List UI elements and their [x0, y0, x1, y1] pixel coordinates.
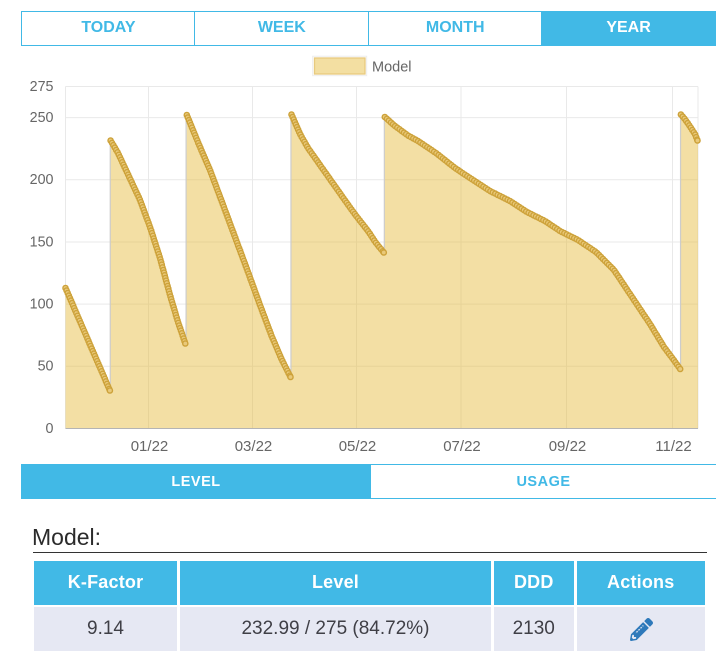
- svg-text:275: 275: [30, 79, 54, 95]
- svg-text:09/22: 09/22: [549, 438, 587, 455]
- svg-text:150: 150: [30, 234, 54, 250]
- svg-text:100: 100: [30, 297, 54, 313]
- svg-text:Model: Model: [372, 59, 412, 75]
- svg-text:05/22: 05/22: [339, 438, 377, 455]
- svg-text:03/22: 03/22: [235, 438, 273, 455]
- svg-text:250: 250: [30, 110, 54, 126]
- svg-text:200: 200: [30, 172, 54, 188]
- svg-text:07/22: 07/22: [443, 438, 481, 455]
- svg-text:50: 50: [38, 359, 54, 375]
- svg-text:01/22: 01/22: [131, 438, 169, 455]
- svg-text:0: 0: [46, 421, 54, 437]
- svg-text:11/22: 11/22: [655, 438, 691, 455]
